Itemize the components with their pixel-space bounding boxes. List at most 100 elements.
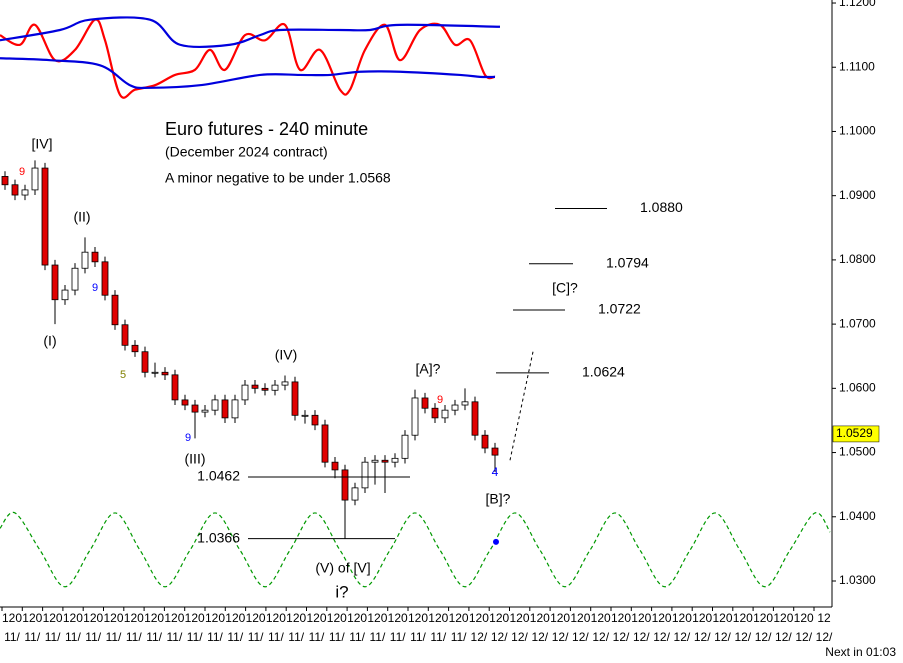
target-dot [493,538,499,545]
x-tick-label: 12/ [471,630,488,644]
level-label: 1.0462 [197,468,240,484]
candle-body [121,324,129,346]
candle-body [291,381,299,416]
candle-body [151,371,159,374]
candle-body [461,401,469,406]
chart-title: Euro futures - 240 minute [165,119,368,139]
candle-body [31,167,39,191]
candle-body [71,267,79,291]
indicator-line [0,16,501,49]
projection-line [509,351,534,461]
x-tick-label: 12/ [511,630,528,644]
wave-label: [C]? [552,280,578,296]
chart-subtitle: (December 2024 contract) [165,144,328,160]
x-tick-label: 11/ [349,630,365,644]
x-tick-label: 12 [817,611,831,625]
candle-body [161,371,169,376]
x-tick-label: 12/ [775,630,792,644]
candle-body [41,167,49,266]
wave-label: 9 [437,394,443,406]
wave-label: (I) [43,333,56,349]
candle-body [371,459,379,463]
candle-body [11,184,19,196]
candle-body [1,176,9,186]
candle-body [181,399,189,406]
x-tick-label: 120 [652,611,672,625]
x-tick-label: 120 [733,611,753,625]
x-tick-label: 120 [692,611,712,625]
y-tick-label: 1.0500 [839,445,876,459]
candle-body [481,434,489,449]
x-tick-label: 11/ [268,630,284,644]
x-tick-label: 12/ [491,630,508,644]
x-tick-label: 120 [570,611,590,625]
x-tick-label: 120 [205,611,225,625]
x-tick-label: 12/ [572,630,589,644]
x-tick-label: 120 [266,611,286,625]
level-label: 1.0794 [606,254,649,270]
level-label: 1.0366 [197,529,240,545]
x-tick-label: 120 [2,611,22,625]
candle-body [221,399,229,419]
wave-label: 9 [185,432,191,444]
y-tick-label: 1.1000 [839,124,876,138]
x-tick-label: 12/ [531,630,548,644]
candle-body [281,381,289,386]
x-tick-label: 120 [530,611,550,625]
x-tick-label: 120 [428,611,448,625]
wave-label: (II) [73,209,90,225]
candle-body [441,409,449,419]
y-tick-label: 1.0400 [839,509,876,523]
candle-body [81,251,89,269]
x-tick-label: 11/ [85,630,101,644]
wave-label: 9 [19,166,25,178]
x-tick-label: 120 [611,611,631,625]
x-tick-label: 120 [327,611,347,625]
x-tick-label: 120 [306,611,326,625]
candle-body [231,399,239,419]
x-tick-label: 120 [408,611,428,625]
x-tick-label: 11/ [309,630,325,644]
x-tick-label: 12/ [755,630,772,644]
x-tick-label: 120 [225,611,245,625]
x-tick-label: 120 [63,611,83,625]
wave-label: 4 [492,465,499,479]
x-tick-label: 120 [509,611,529,625]
x-tick-label: 120 [246,611,266,625]
candle-body [471,401,479,436]
candle-body [201,409,209,413]
x-tick-label: 11/ [410,630,426,644]
x-tick-label: 120 [773,611,793,625]
y-tick-label: 1.0600 [839,381,876,395]
level-label: 1.0624 [582,364,625,380]
candle-body [351,487,359,501]
x-tick-label: 11/ [187,630,203,644]
x-tick-label: 120 [286,611,306,625]
candle-body [241,384,249,401]
plot-area [0,16,831,588]
x-tick-label: 120 [591,611,611,625]
x-tick-label: 120 [164,611,184,625]
y-tick-label: 1.1100 [839,59,875,73]
x-tick-label: 12/ [613,630,630,644]
level-label: 1.0880 [640,199,683,215]
wave-label: (IV) [275,347,298,363]
candle-body [21,189,29,196]
candle-body [411,397,419,436]
x-tick-label: 12/ [816,630,833,644]
x-tick-label: 12/ [552,630,569,644]
candle-body [211,399,219,411]
wave-label: 5 [120,369,126,381]
x-tick-label: 11/ [329,630,345,644]
candle-body [51,264,59,301]
x-tick-label: 12/ [714,630,731,644]
wave-label: [A]? [416,361,441,377]
x-tick-label: 12/ [674,630,691,644]
last-price-label: 1.0529 [836,426,873,440]
candle-body [261,387,269,391]
x-tick-label: 120 [367,611,387,625]
x-tick-label: 11/ [126,630,142,644]
x-tick-label: 11/ [146,630,162,644]
candle-body [381,459,389,463]
